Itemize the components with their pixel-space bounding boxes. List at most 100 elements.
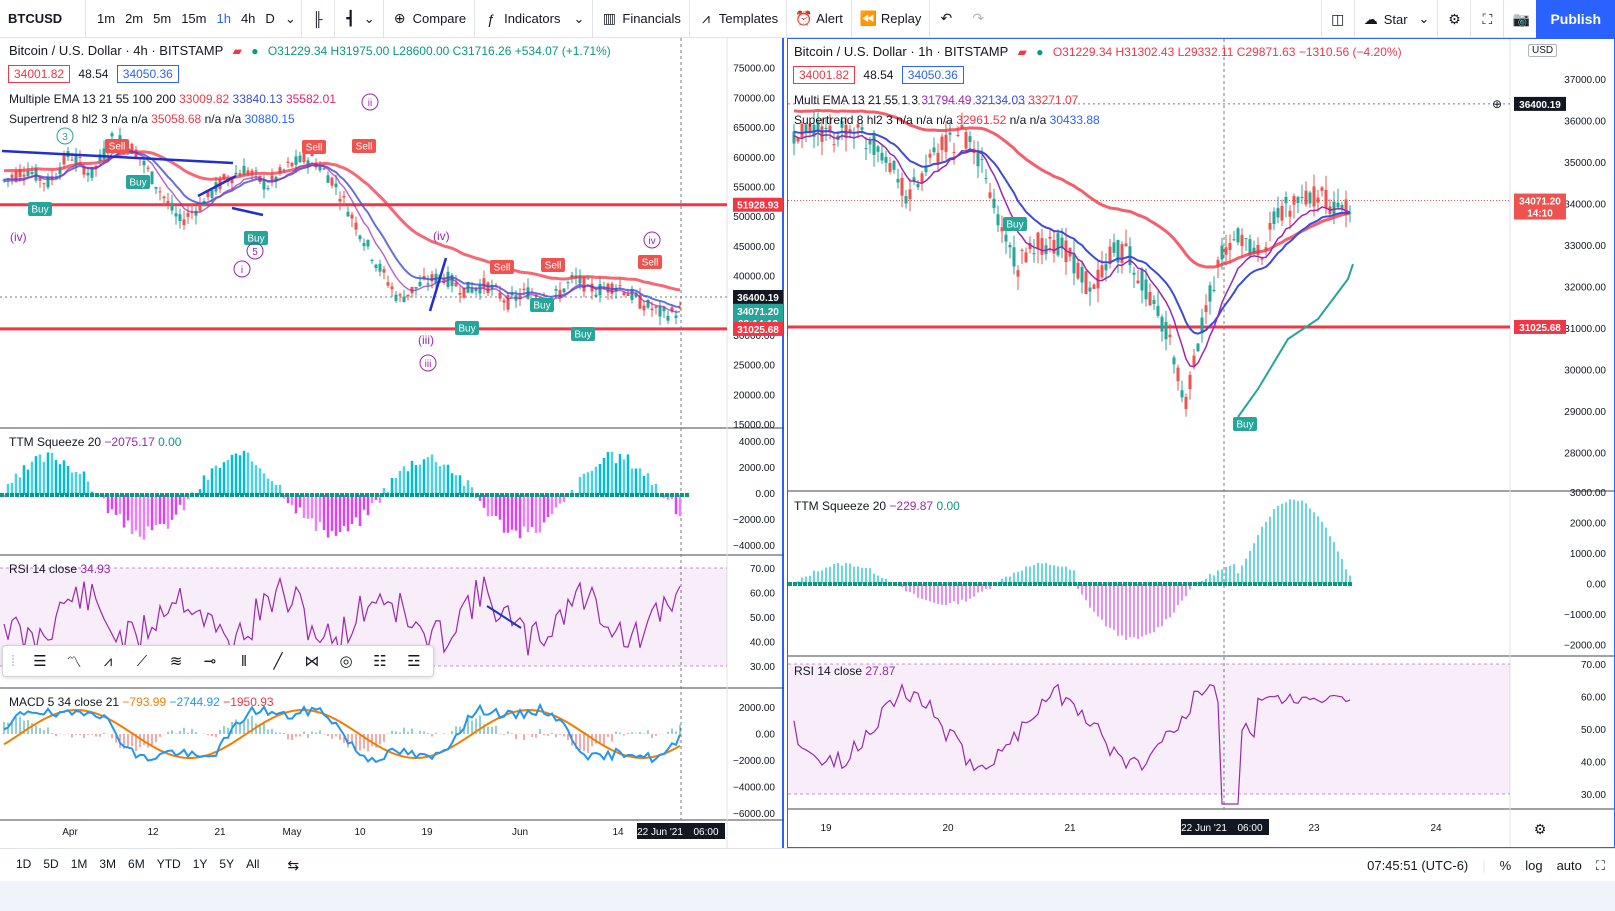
ask-chip[interactable]: 34050.36 (901, 66, 964, 84)
ray-tool-icon[interactable]: ╱ (273, 653, 283, 670)
log-toggle[interactable]: log (1525, 858, 1543, 873)
ttm-legend-left[interactable]: TTM Squeeze 20 −2075.17 0.00 (9, 435, 181, 449)
price-tick-label: 60000.00 (733, 153, 775, 164)
bid-chip[interactable]: 34001.82 (8, 65, 71, 83)
lines-tool-icon[interactable]: ☰ (33, 653, 47, 670)
cycle-tool-icon[interactable]: ◎ (339, 653, 353, 670)
candle-body (892, 160, 896, 170)
candle-body (824, 127, 828, 130)
candle-body (370, 259, 374, 261)
timeframe-d[interactable]: D (265, 11, 275, 26)
redo-button[interactable]: ↷ (962, 0, 994, 38)
replay-button[interactable]: ⏪ Replay (850, 0, 929, 38)
fullscreen-button[interactable]: ⛶ (1470, 0, 1503, 38)
timeframe-4h[interactable]: 4h (240, 11, 256, 26)
buy-signal-label-bg (126, 175, 150, 189)
undo-button[interactable]: ↶ (929, 0, 962, 38)
chart-pane-right[interactable]: 37000.00 36000.00 35000.00 34000.00 33000.00… (787, 38, 1615, 848)
horizontal-ray-icon[interactable]: ⊸ (203, 653, 217, 670)
publish-button[interactable]: Publish (1536, 0, 1615, 38)
candle-body (880, 152, 884, 161)
price-badge-crosshair-bg (733, 289, 783, 304)
star-button[interactable]: ☁ Star ⌄ (1353, 0, 1438, 38)
bars-icon: ╟ (312, 10, 323, 27)
auto-toggle[interactable]: auto (1556, 858, 1582, 873)
alert-button[interactable]: ⏰ Alert (786, 0, 851, 38)
compare-button[interactable]: ⊕ Compare (382, 0, 474, 38)
settings-button[interactable]: ⚙ (1437, 0, 1470, 38)
supertrend-legend-left[interactable]: Supertrend 8 hl2 3 n/a n/a 35058.68 n/a … (9, 112, 295, 126)
timeframe-5m[interactable]: 5m (153, 11, 172, 26)
ask-chip[interactable]: 34050.36 (116, 65, 179, 83)
candle-body (362, 243, 366, 247)
bid-chip[interactable]: 34001.82 (793, 66, 856, 84)
ema-label: Multi EMA 13 21 55 1 3 (794, 93, 919, 107)
abc-pattern-icon[interactable]: ⩘ (103, 652, 113, 670)
percent-toggle[interactable]: % (1499, 858, 1512, 873)
price-tick-label: 31000.00 (1564, 324, 1606, 335)
candle-body (1284, 196, 1288, 204)
pattern-tool-icon[interactable]: 〽 (66, 653, 82, 671)
drag-handle-icon[interactable]: ⁞ (10, 652, 16, 670)
candle-body (30, 172, 34, 175)
chart-canvas-left[interactable]: 75000.00 70000.00 65000.00 60000.00 55000.00… (0, 38, 784, 848)
bars-pattern-icon[interactable]: ‖ (240, 652, 248, 670)
currency-label[interactable]: USD (1528, 44, 1558, 57)
snapshot-button[interactable]: 📷 (1503, 0, 1536, 38)
fullscreen-corner-icon[interactable]: ⛶ (1595, 857, 1605, 873)
chart-pane-left[interactable]: 75000.00 70000.00 65000.00 60000.00 55000.00… (0, 38, 784, 848)
price-badge-upper-line-bg (733, 197, 783, 212)
range-1d[interactable]: 1D (16, 856, 32, 871)
rsi-legend-right[interactable]: RSI 14 close 27.87 (794, 664, 895, 678)
range-5y[interactable]: 5Y (219, 856, 235, 871)
candle-body (566, 282, 570, 284)
range-1y[interactable]: 1Y (192, 856, 208, 871)
channel-tool-icon[interactable]: ≋ (169, 653, 183, 670)
range-5d[interactable]: 5D (43, 856, 59, 871)
supertrend-legend-right[interactable]: Supertrend 8 hl2 3 n/a n/a n/a 32961.52 … (794, 113, 1100, 127)
candle-body (414, 286, 418, 289)
chart-canvas-right[interactable]: 37000.00 36000.00 35000.00 34000.00 33000.00… (788, 39, 1614, 847)
bar-style-button[interactable]: ╟ (300, 0, 334, 38)
chevron-down-icon[interactable]: ⌄ (284, 10, 296, 26)
financials-button[interactable]: ▥ Financials (592, 0, 689, 38)
ema-legend-left[interactable]: Multiple EMA 13 21 55 100 200 33009.82 3… (9, 92, 336, 106)
timeframe-1h[interactable]: 1h (216, 11, 231, 26)
ema-line-red (793, 108, 1351, 269)
range-all[interactable]: All (246, 856, 260, 871)
symbol-search[interactable]: BTCUSD (0, 0, 86, 38)
macd-legend-left[interactable]: MACD 5 34 close 21 −793.99 −2744.92 −195… (9, 695, 274, 709)
ttm-value-1: −229.87 (889, 499, 934, 513)
timeframe-1m[interactable]: 1m (97, 11, 116, 26)
more-tools-icon[interactable]: ☲ (407, 653, 421, 670)
candle-body (86, 172, 90, 176)
range-3m[interactable]: 3M (99, 856, 117, 871)
candle-body (1336, 202, 1340, 208)
fib-tool-icon[interactable]: ☷ (373, 653, 387, 670)
ema-legend-right[interactable]: Multi EMA 13 21 55 1 3 31794.49 32134.03… (794, 93, 1078, 107)
cursor-time-badge: 22 Jun '21 (1181, 823, 1227, 834)
goto-date-icon[interactable]: ⇆ (287, 856, 300, 873)
trendline-tool-icon[interactable]: ⟋ (136, 652, 148, 670)
range-6m[interactable]: 6M (128, 856, 145, 871)
rsi-trendline (486, 605, 522, 629)
chart-type-button[interactable]: ┫ ⌄ (333, 0, 383, 38)
timeframe-15m[interactable]: 15m (181, 11, 207, 26)
candle-body (1176, 367, 1180, 382)
rsi-legend-left[interactable]: RSI 14 close 34.93 (9, 562, 110, 576)
st-value-2: n/a (916, 113, 933, 127)
timeframe-2m[interactable]: 2m (125, 11, 144, 26)
range-1m[interactable]: 1M (70, 856, 88, 871)
indicators-label: Indicators (504, 11, 561, 26)
xabcd-tool-icon[interactable]: ⋈ (304, 653, 320, 670)
templates-button[interactable]: ⩘ Templates (688, 0, 786, 38)
candle-body (470, 287, 474, 293)
candle-body (402, 296, 406, 302)
range-ytd[interactable]: YTD (156, 856, 181, 871)
candle-body (1248, 239, 1252, 256)
st-value-1: n/a (896, 113, 913, 127)
layout-button[interactable]: ◫ (1320, 0, 1354, 38)
ttm-legend-right[interactable]: TTM Squeeze 20 −229.87 0.00 (794, 499, 960, 513)
indicators-button[interactable]: ƒ Indicators ⌄ (474, 0, 592, 38)
clock-readout[interactable]: 07:45:51 (UTC-6) (1367, 858, 1469, 873)
